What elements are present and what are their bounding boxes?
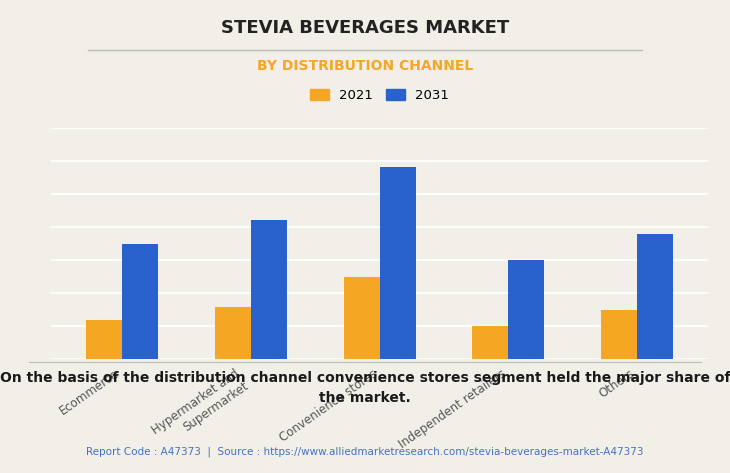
Bar xyxy=(602,310,637,359)
Text: STEVIA BEVERAGES MARKET: STEVIA BEVERAGES MARKET xyxy=(221,19,509,37)
Bar xyxy=(344,277,380,359)
Text: On the basis of the distribution channel convenience stores segment held the maj: On the basis of the distribution channel… xyxy=(0,371,730,405)
Bar xyxy=(122,244,158,359)
Legend: 2021, 2031: 2021, 2031 xyxy=(305,83,454,107)
Bar xyxy=(215,307,251,359)
Bar xyxy=(86,320,122,359)
Text: Report Code : A47373  |  Source : https://www.alliedmarketresearch.com/stevia-be: Report Code : A47373 | Source : https://… xyxy=(86,447,644,457)
Bar xyxy=(472,326,508,359)
Text: BY DISTRIBUTION CHANNEL: BY DISTRIBUTION CHANNEL xyxy=(257,59,473,73)
Bar xyxy=(637,234,673,359)
Bar xyxy=(251,220,287,359)
Bar xyxy=(508,260,545,359)
Bar xyxy=(380,167,415,359)
